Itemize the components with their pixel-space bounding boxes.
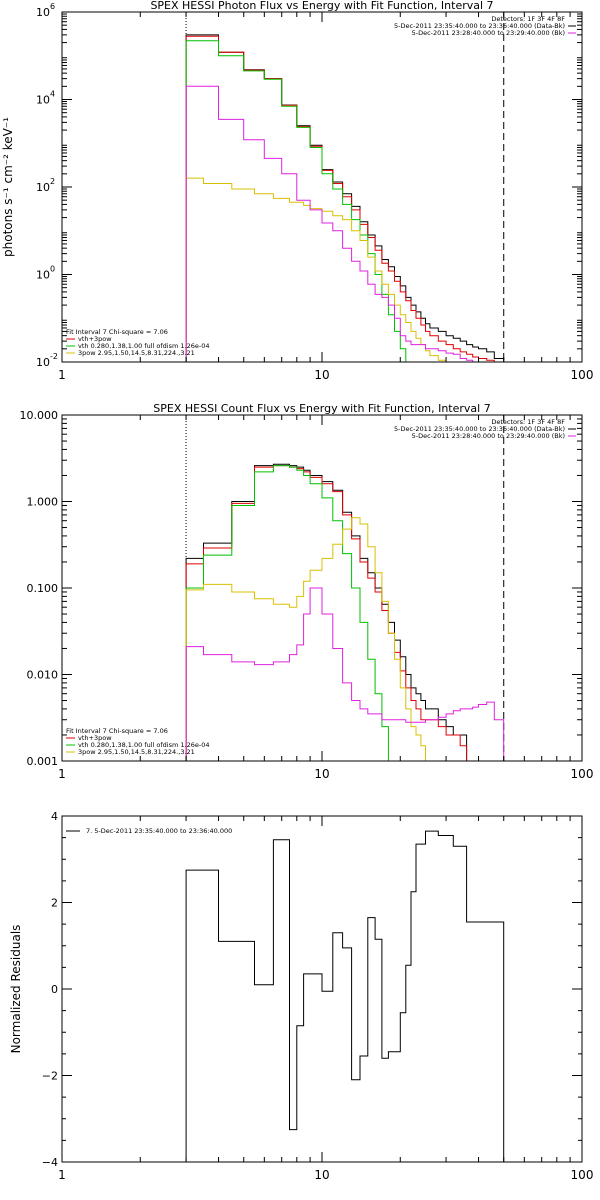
legend-entry: 3pow 2.95,1.50,14.5,8.31,224.,3.21 bbox=[78, 349, 195, 357]
chart-title: SPEX HESSI Count Flux vs Energy with Fit… bbox=[153, 402, 490, 415]
y-tick-label: 0.001 bbox=[27, 755, 59, 768]
series-group bbox=[185, 34, 505, 362]
y-tick-label: 4 bbox=[51, 810, 58, 823]
legend-entry: Fit Interval 7 Chi-square = 7.06 bbox=[66, 727, 168, 735]
legend-entry: Fit Interval 7 Chi-square = 7.06 bbox=[66, 328, 168, 336]
legend-entry: vth+3pow bbox=[78, 734, 112, 742]
y-tick-label: 2 bbox=[51, 897, 58, 910]
legend-entry: vth+3pow bbox=[78, 335, 112, 343]
y-tick-label: −4 bbox=[42, 1156, 58, 1169]
x-tick-label: 100 bbox=[571, 1168, 594, 1182]
y-tick-label: 0.010 bbox=[27, 669, 59, 682]
y-tick-label: 10 bbox=[36, 269, 50, 282]
y-tick-exponent: 2 bbox=[50, 177, 55, 186]
y-tick-label: 10 bbox=[36, 6, 50, 19]
y-axis-label: Normalized Residuals bbox=[9, 925, 23, 1054]
chart-title: SPEX HESSI Photon Flux vs Energy with Fi… bbox=[150, 0, 493, 12]
x-tick-label: 1 bbox=[58, 1168, 66, 1182]
series-line-3 bbox=[185, 40, 504, 362]
series-group bbox=[185, 830, 505, 1162]
y-tick-label: 0.100 bbox=[27, 582, 59, 595]
legend-entry: 7. 5-Dec-2011 23:35:40.000 to 23:36:40.0… bbox=[86, 827, 232, 835]
chart-1: SPEX HESSI Photon Flux vs Energy with Fi… bbox=[1, 0, 593, 382]
y-tick-exponent: 6 bbox=[50, 2, 55, 11]
series-line-1 bbox=[185, 830, 505, 1162]
x-tick-label: 1 bbox=[58, 368, 66, 382]
x-tick-label: 10 bbox=[314, 1168, 329, 1182]
series-group bbox=[185, 463, 505, 761]
legend-entry: Detectors: 1F 3F 4F 8F bbox=[491, 418, 565, 426]
x-tick-label: 100 bbox=[571, 767, 594, 781]
x-tick-label: 1 bbox=[58, 767, 66, 781]
y-tick-label: 10 bbox=[36, 181, 50, 194]
y-tick-label: 10 bbox=[36, 94, 50, 107]
y-tick-exponent: -2 bbox=[50, 352, 58, 361]
y-tick-label: 1.000 bbox=[27, 496, 59, 509]
y-tick-label: 10.000 bbox=[20, 409, 59, 422]
y-axis-label: photons s⁻¹ cm⁻² keV⁻¹ bbox=[1, 117, 15, 257]
legend-entry: 5-Dec-2011 23:28:40.000 to 23:29:40.000 … bbox=[412, 29, 565, 37]
y-tick-label: 10 bbox=[36, 356, 50, 369]
legend-entry: vth 0.280,1.38,1.00 full ofdism 1.26e-04 bbox=[78, 741, 210, 749]
series-line-2 bbox=[185, 465, 504, 761]
legend-entry: vth 0.280,1.38,1.00 full ofdism 1.26e-04 bbox=[78, 342, 210, 350]
chart-2: SPEX HESSI Count Flux vs Energy with Fit… bbox=[20, 402, 594, 781]
y-tick-exponent: 4 bbox=[50, 90, 55, 99]
series-line-5 bbox=[185, 587, 505, 761]
y-tick-label: 0 bbox=[51, 983, 58, 996]
y-tick-label: −2 bbox=[42, 1070, 58, 1083]
series-line-3 bbox=[185, 465, 504, 761]
x-tick-label: 10 bbox=[314, 767, 329, 781]
legend-entry: 5-Dec-2011 23:28:40.000 to 23:29:40.000 … bbox=[412, 432, 565, 440]
legend-entry: Detectors: 1F 3F 4F 8F bbox=[491, 15, 565, 23]
chart-3: 1 10 100 −4 −2 0 2 4 Normalized Residuals 7. 5-De… bbox=[9, 810, 593, 1182]
series-line-4 bbox=[185, 177, 504, 362]
series-line-2 bbox=[185, 35, 504, 362]
legend-entry: 5-Dec-2011 23:35:40.000 to 23:36:40.000 … bbox=[394, 425, 565, 433]
series-line-1 bbox=[185, 34, 505, 362]
series-line-1 bbox=[185, 463, 504, 761]
x-tick-label: 10 bbox=[314, 368, 329, 382]
legend-entry: 5-Dec-2011 23:35:40.000 to 23:36:40.000 … bbox=[394, 22, 565, 30]
x-tick-label: 100 bbox=[571, 368, 594, 382]
legend-entry: 3pow 2.95,1.50,14.5,8.31,224.,3.21 bbox=[78, 748, 195, 756]
series-line-4 bbox=[185, 517, 504, 761]
y-tick-exponent: 0 bbox=[50, 265, 55, 274]
series-line-5 bbox=[185, 85, 504, 362]
